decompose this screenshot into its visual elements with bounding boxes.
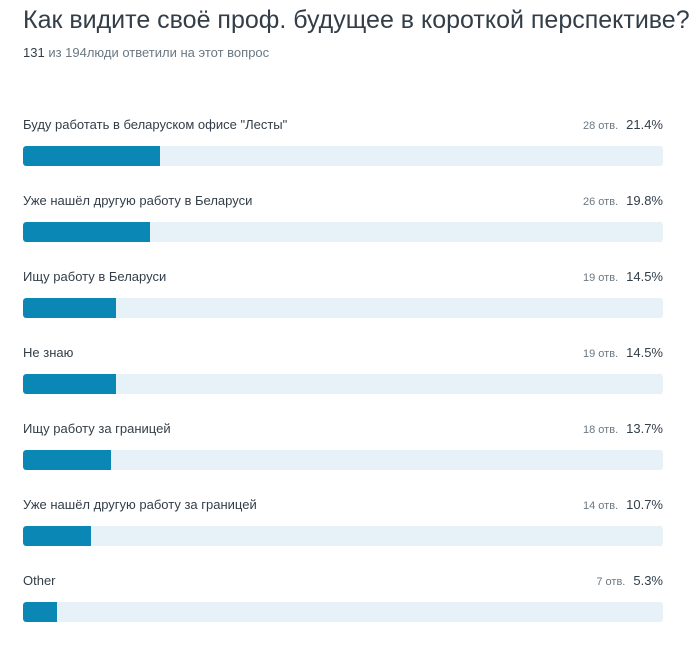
answer-count: 19 отв. [583, 348, 619, 360]
answer-row: Уже нашёл другую работу за границей 14 от… [23, 496, 663, 572]
answer-stats: 28 отв. 21.4% [583, 116, 663, 135]
answered-text: из 194люди ответили на этот вопрос [44, 45, 270, 60]
answer-bar-track [23, 374, 663, 394]
answer-row: Ищу работу в Беларуси 19 отв. 14.5% [23, 268, 663, 344]
answer-label: Не знаю [23, 345, 74, 360]
answer-bar-track [23, 450, 663, 470]
answer-bar-fill [23, 146, 160, 166]
question-title: Как видите своё проф. будущее в короткой… [23, 6, 690, 34]
answer-bar-track [23, 298, 663, 318]
answer-row: Other 7 отв. 5.3% [23, 572, 663, 648]
answer-percent: 14.5% [626, 345, 663, 360]
answer-bar-fill [23, 526, 92, 546]
answer-count: 19 отв. [583, 272, 619, 284]
answer-bar-track [23, 526, 663, 546]
answered-count: 131 [23, 45, 45, 60]
answer-bar-fill [23, 450, 111, 470]
answer-count: 7 отв. [596, 576, 626, 588]
answer-label: Уже нашёл другую работу за границей [23, 497, 257, 512]
answer-bar-track [23, 602, 663, 622]
survey-question-card: Как видите своё проф. будущее в короткой… [23, 0, 690, 622]
answer-count: 18 отв. [583, 424, 619, 436]
answer-row: Ищу работу за границей 18 отв. 13.7% [23, 420, 663, 496]
answer-stats: 7 отв. 5.3% [596, 572, 663, 591]
answer-stats: 18 отв. 13.7% [583, 420, 663, 439]
answer-percent: 10.7% [626, 497, 663, 512]
answer-label: Ищу работу в Беларуси [23, 269, 167, 284]
answer-percent: 14.5% [626, 269, 663, 284]
answer-row: Буду работать в беларуском офисе "Лесты"… [23, 116, 663, 192]
response-summary: 131 из 194люди ответили на этот вопрос [23, 45, 663, 61]
answer-stats: 19 отв. 14.5% [583, 344, 663, 363]
answer-percent: 19.8% [626, 193, 663, 208]
answer-percent: 5.3% [633, 573, 663, 588]
answer-bar-track [23, 146, 663, 166]
answer-stats: 26 отв. 19.8% [583, 192, 663, 211]
answer-bar-track [23, 222, 663, 242]
answer-bar-fill [23, 222, 150, 242]
answer-count: 14 отв. [583, 500, 619, 512]
answer-label: Ищу работу за границей [23, 421, 171, 436]
answer-stats: 14 отв. 10.7% [583, 496, 663, 515]
answer-count: 28 отв. [583, 120, 619, 132]
answer-label: Буду работать в беларуском офисе "Лесты" [23, 117, 288, 132]
answer-percent: 13.7% [626, 421, 663, 436]
answer-stats: 19 отв. 14.5% [583, 268, 663, 287]
answer-bar-chart: Буду работать в беларуском офисе "Лесты"… [23, 116, 663, 648]
answer-bar-fill [23, 298, 116, 318]
answer-percent: 21.4% [626, 117, 663, 132]
answer-bar-fill [23, 602, 57, 622]
answer-bar-fill [23, 374, 116, 394]
answer-row: Уже нашёл другую работу в Беларуси 26 отв… [23, 192, 663, 268]
answer-label: Уже нашёл другую работу в Беларуси [23, 193, 253, 208]
answer-label: Other [23, 573, 56, 588]
answer-count: 26 отв. [583, 196, 619, 208]
answer-row: Не знаю 19 отв. 14.5% [23, 344, 663, 420]
